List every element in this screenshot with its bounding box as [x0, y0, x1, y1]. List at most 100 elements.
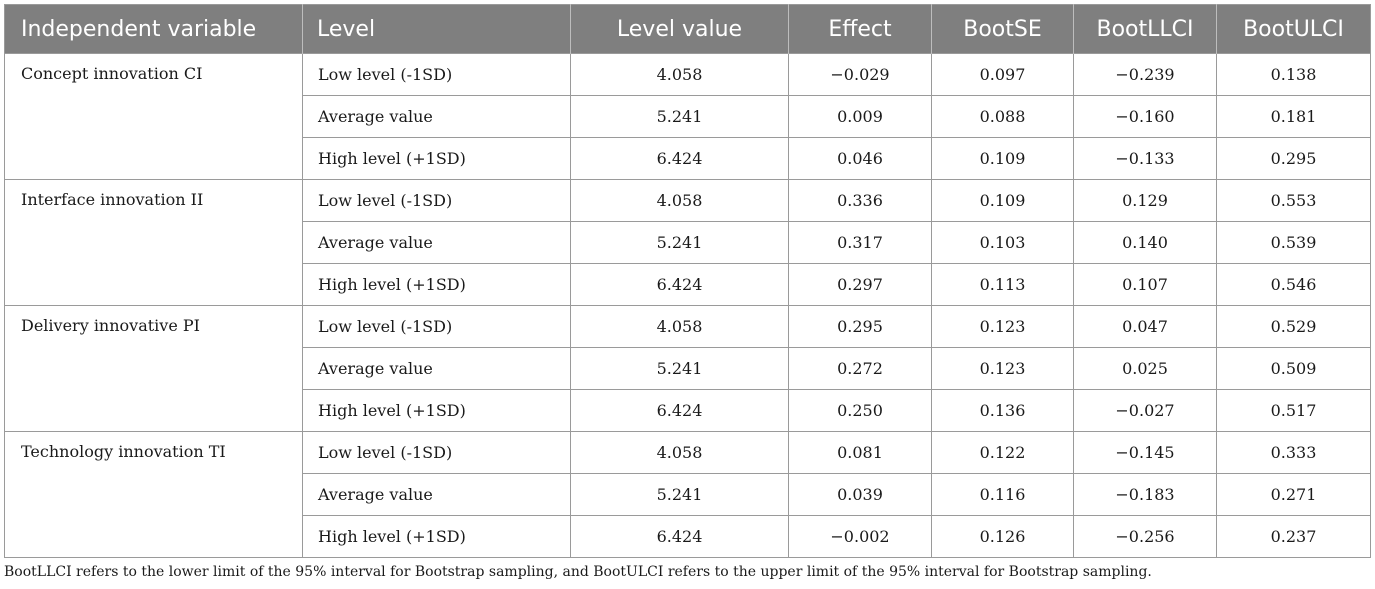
- boot-llci-cell: −0.027: [1073, 389, 1217, 432]
- boot-ulci-cell: 0.333: [1216, 431, 1371, 474]
- boot-ulci-cell: 0.138: [1216, 53, 1371, 96]
- table-row: Average value 5.241 0.039 0.116 −0.183 0.271: [5, 473, 1371, 516]
- header-boot-llci: BootLLCI: [1073, 4, 1217, 54]
- level-cell: High level (+1SD): [302, 137, 571, 180]
- boot-se-cell: 0.116: [931, 473, 1074, 516]
- boot-se-cell: 0.126: [931, 515, 1074, 558]
- boot-llci-cell: −0.160: [1073, 95, 1217, 138]
- boot-llci-cell: 0.107: [1073, 263, 1217, 306]
- results-table: Independent variable Level Level value E…: [4, 4, 1371, 558]
- boot-ulci-cell: 0.529: [1216, 305, 1371, 348]
- level-value-cell: 4.058: [570, 431, 789, 474]
- table-row: Average value 5.241 0.317 0.103 0.140 0.539: [5, 221, 1371, 264]
- header-level: Level: [302, 4, 571, 54]
- table-row: Average value 5.241 0.272 0.123 0.025 0.509: [5, 347, 1371, 390]
- level-cell: Low level (-1SD): [302, 305, 571, 348]
- header-boot-se: BootSE: [931, 4, 1074, 54]
- level-value-cell: 4.058: [570, 305, 789, 348]
- boot-llci-cell: −0.239: [1073, 53, 1217, 96]
- boot-se-cell: 0.088: [931, 95, 1074, 138]
- header-independent-variable: Independent variable: [21, 16, 257, 42]
- boot-ulci-cell: 0.539: [1216, 221, 1371, 264]
- level-cell: High level (+1SD): [302, 515, 571, 558]
- level-cell: Average value: [302, 473, 571, 516]
- level-value-cell: 6.424: [570, 389, 789, 432]
- effect-cell: 0.081: [788, 431, 932, 474]
- boot-se-cell: 0.109: [931, 137, 1074, 180]
- table-row: High level (+1SD) 6.424 0.250 0.136 −0.027 0.…: [5, 389, 1371, 432]
- level-value-cell: 5.241: [570, 347, 789, 390]
- effect-cell: −0.002: [788, 515, 932, 558]
- table-row: Average value 5.241 0.009 0.088 −0.160 0.181: [5, 95, 1371, 138]
- boot-se-cell: 0.123: [931, 305, 1074, 348]
- boot-ulci-cell: 0.509: [1216, 347, 1371, 390]
- boot-ulci-cell: 0.295: [1216, 137, 1371, 180]
- header-row: Independent variable Level Level value E…: [4, 4, 1371, 54]
- effect-cell: 0.336: [788, 179, 932, 222]
- effect-cell: −0.029: [788, 53, 932, 96]
- header-effect: Effect: [788, 4, 932, 54]
- table-row: Delivery innovative PI Low level (-1SD) 4.…: [4, 305, 1371, 432]
- boot-se-cell: 0.123: [931, 347, 1074, 390]
- table-row: High level (+1SD) 6.424 0.046 0.109 −0.133 0.…: [5, 137, 1371, 180]
- boot-se-cell: 0.113: [931, 263, 1074, 306]
- independent-variable-cell: Delivery innovative PI: [4, 305, 303, 432]
- table-row: Technology innovation TI Low level (-1SD)…: [4, 431, 1371, 558]
- independent-variable-cell: Concept innovation CI: [4, 53, 303, 180]
- level-value-cell: 5.241: [570, 221, 789, 264]
- header-boot-ulci: BootULCI: [1216, 4, 1371, 54]
- boot-llci-cell: 0.129: [1073, 179, 1217, 222]
- effect-cell: 0.250: [788, 389, 932, 432]
- boot-se-cell: 0.136: [931, 389, 1074, 432]
- boot-llci-cell: −0.256: [1073, 515, 1217, 558]
- effect-cell: 0.272: [788, 347, 932, 390]
- results-table-container: Independent variable Level Level value E…: [4, 4, 1371, 558]
- table-body: Concept innovation CI Low level (-1SD) 4.0…: [4, 53, 1371, 558]
- level-value-cell: 6.424: [570, 515, 789, 558]
- effect-cell: 0.295: [788, 305, 932, 348]
- level-cell: Low level (-1SD): [302, 431, 571, 474]
- header-level-value: Level value: [570, 4, 789, 54]
- boot-se-cell: 0.109: [931, 179, 1074, 222]
- level-value-cell: 4.058: [570, 179, 789, 222]
- level-value-cell: 5.241: [570, 473, 789, 516]
- boot-llci-cell: 0.047: [1073, 305, 1217, 348]
- level-cell: Average value: [302, 347, 571, 390]
- table-row: High level (+1SD) 6.424 −0.002 0.126 −0.256 0…: [5, 515, 1371, 558]
- boot-ulci-cell: 0.546: [1216, 263, 1371, 306]
- level-value-cell: 5.241: [570, 95, 789, 138]
- boot-llci-cell: −0.145: [1073, 431, 1217, 474]
- boot-ulci-cell: 0.517: [1216, 389, 1371, 432]
- boot-llci-cell: −0.133: [1073, 137, 1217, 180]
- boot-se-cell: 0.122: [931, 431, 1074, 474]
- boot-llci-cell: 0.025: [1073, 347, 1217, 390]
- level-cell: High level (+1SD): [302, 263, 571, 306]
- boot-se-cell: 0.103: [931, 221, 1074, 264]
- level-cell: High level (+1SD): [302, 389, 571, 432]
- level-cell: Average value: [302, 95, 571, 138]
- effect-cell: 0.039: [788, 473, 932, 516]
- level-cell: Average value: [302, 221, 571, 264]
- independent-variable-cell: Technology innovation TI: [4, 431, 303, 558]
- effect-cell: 0.046: [788, 137, 932, 180]
- boot-ulci-cell: 0.271: [1216, 473, 1371, 516]
- table-row: High level (+1SD) 6.424 0.297 0.113 0.107 0.5…: [5, 263, 1371, 306]
- boot-se-cell: 0.097: [931, 53, 1074, 96]
- table-row: Concept innovation CI Low level (-1SD) 4.0…: [4, 53, 1371, 180]
- effect-cell: 0.317: [788, 221, 932, 264]
- level-value-cell: 4.058: [570, 53, 789, 96]
- level-cell: Low level (-1SD): [302, 53, 571, 96]
- level-value-cell: 6.424: [570, 263, 789, 306]
- boot-ulci-cell: 0.237: [1216, 515, 1371, 558]
- table-row: Interface innovation II Low level (-1SD) 4…: [4, 179, 1371, 306]
- boot-llci-cell: 0.140: [1073, 221, 1217, 264]
- effect-cell: 0.009: [788, 95, 932, 138]
- boot-ulci-cell: 0.181: [1216, 95, 1371, 138]
- level-cell: Low level (-1SD): [302, 179, 571, 222]
- boot-llci-cell: −0.183: [1073, 473, 1217, 516]
- table-footnote: BootLLCI refers to the lower limit of th…: [4, 564, 1152, 580]
- independent-variable-cell: Interface innovation II: [4, 179, 303, 306]
- level-value-cell: 6.424: [570, 137, 789, 180]
- effect-cell: 0.297: [788, 263, 932, 306]
- boot-ulci-cell: 0.553: [1216, 179, 1371, 222]
